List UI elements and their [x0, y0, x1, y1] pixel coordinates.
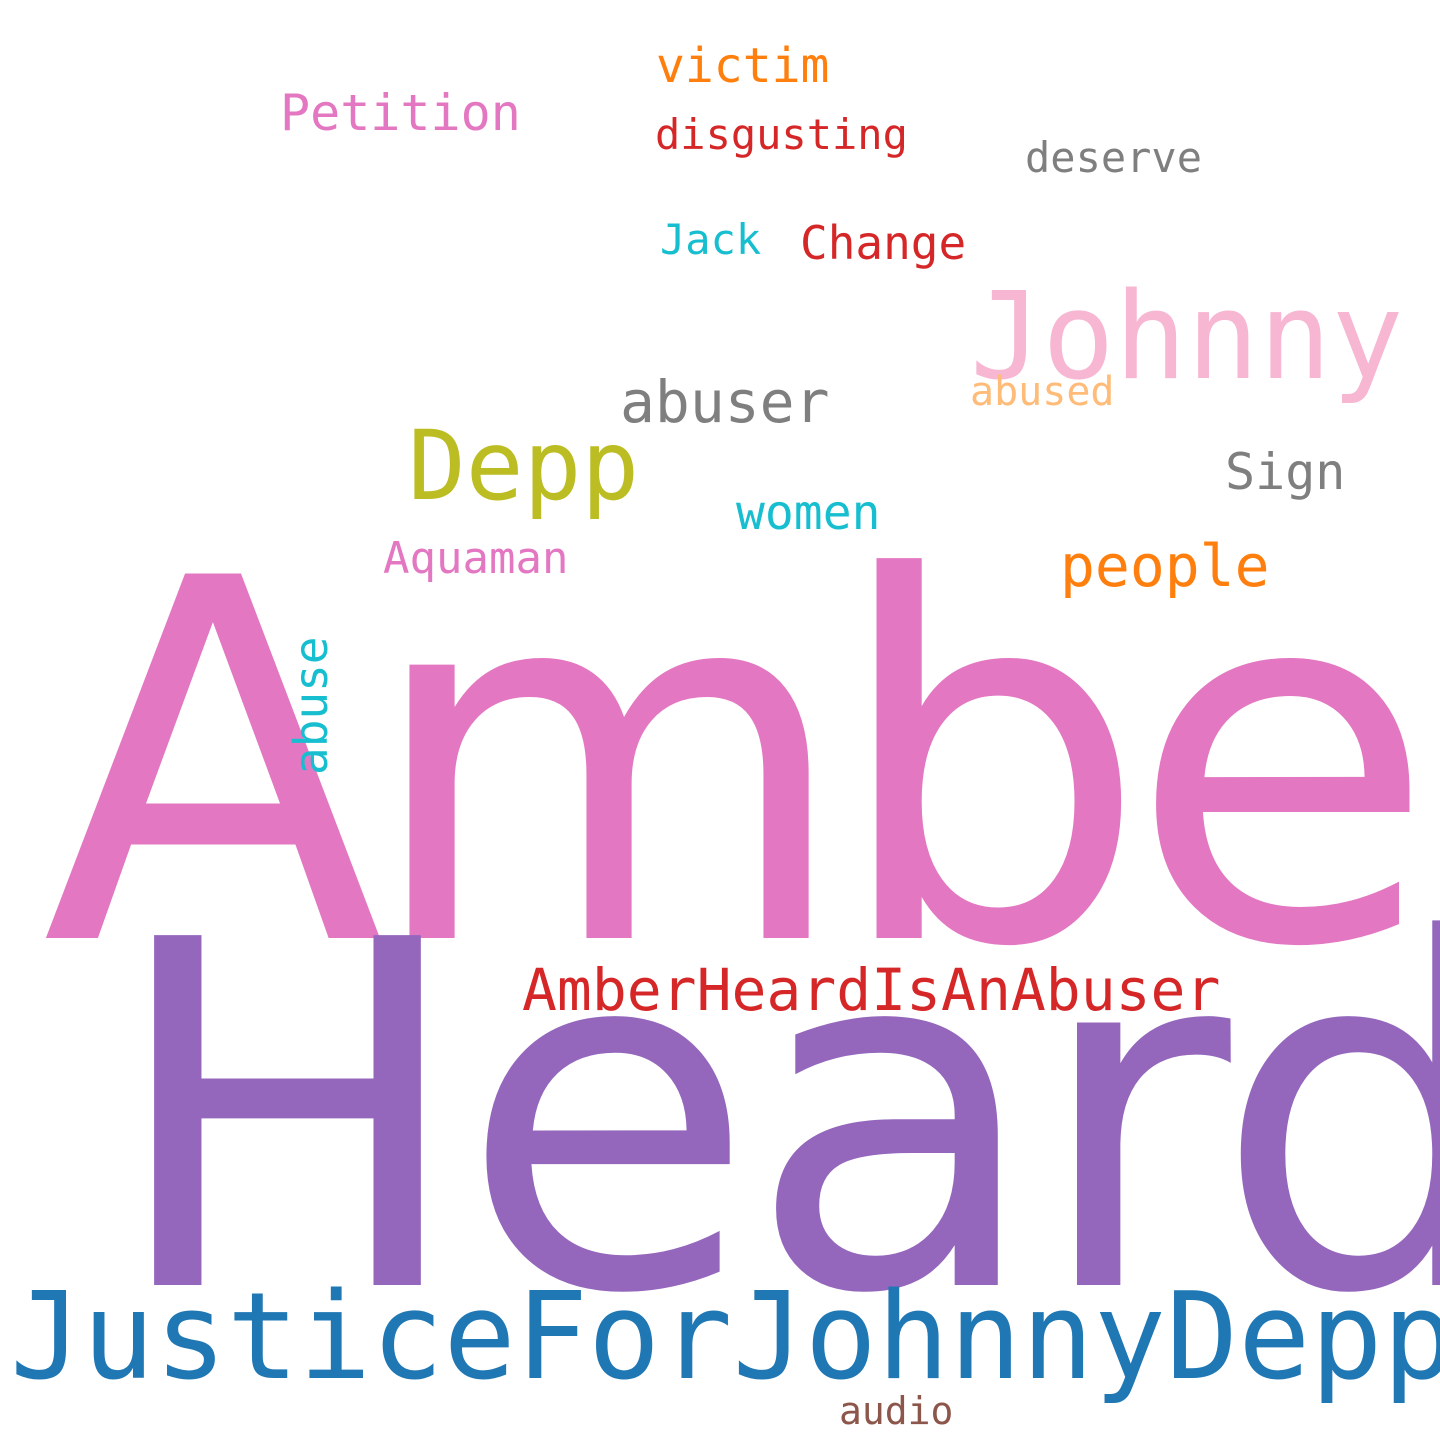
word-depp: Depp	[408, 410, 640, 522]
word-disgusting: disgusting	[655, 110, 908, 159]
word-sign: Sign	[1225, 443, 1346, 501]
word-audio: audio	[839, 1389, 954, 1433]
word-abused: abused	[970, 369, 1115, 415]
word-heard: Heard	[107, 840, 1440, 1399]
word-jack: Jack	[660, 215, 762, 264]
word-women: women	[736, 485, 881, 541]
word-petition: Petition	[280, 84, 521, 142]
word-justiceforjohnnydepp: JusticeForJohnnyDepp	[10, 1268, 1440, 1407]
word-abuse: abuse	[284, 636, 338, 775]
word-aquaman: Aquaman	[383, 533, 569, 584]
word-change: Change	[800, 216, 967, 270]
word-people: people	[1060, 532, 1270, 600]
word-victim: victim	[656, 38, 830, 94]
word-amberheardisanabuser: AmberHeardIsAnAbuser	[522, 956, 1221, 1024]
word-johnny: Johnny	[970, 268, 1404, 407]
word-amber: Amber	[42, 474, 1440, 1056]
word-deserve: deserve	[1025, 133, 1203, 182]
word-abuser: abuser	[620, 368, 830, 436]
